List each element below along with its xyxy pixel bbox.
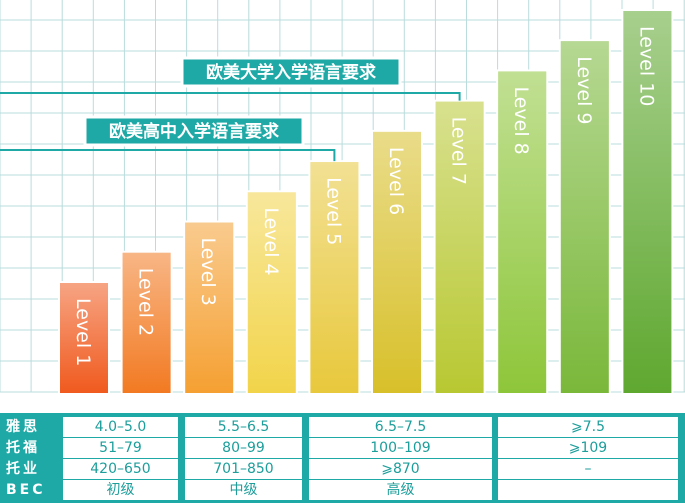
table-cell: 初级 — [63, 480, 178, 500]
annotation-box-1 — [180, 56, 402, 88]
bar-shine-9 — [560, 41, 609, 393]
table-row: 托业 420–650 701–850 ⩾870– — [0, 459, 685, 479]
bar-shine-1 — [60, 283, 108, 393]
table-cell: 中级 — [185, 480, 302, 500]
table-cell: ⩾870 — [309, 459, 492, 479]
annotation-leader-1 — [0, 92, 461, 101]
table-row: 雅思 4.0–5.0 5.5–6.5 6.5–7.5 ⩾7.5 — [0, 417, 685, 437]
table-cell: 701–850 — [185, 459, 302, 479]
table-cell: 80–99 — [185, 438, 302, 458]
annotation-label-2: 欧美高中入学语言要求 — [109, 121, 279, 142]
bar-shine-5 — [310, 162, 359, 393]
row-header: 雅思 — [6, 419, 40, 435]
row-header: 托业 — [6, 461, 40, 477]
annotation-leader-2 — [0, 149, 336, 162]
table-cell: – — [498, 459, 678, 479]
bar-shine-10 — [623, 11, 672, 393]
row-header: BEC — [6, 482, 46, 498]
bar-shine-3 — [185, 222, 234, 393]
table-cell: 5.5–6.5 — [185, 417, 302, 437]
table-cell: 高级 — [309, 480, 492, 500]
table-cell: 420–650 — [63, 459, 178, 479]
bar-label-level-8: Level 8 — [510, 86, 532, 154]
level-chart: Level 1 Level 2 Level 3 Level 4 Level 5 Level… — [0, 0, 685, 396]
bar-label-level-10: Level 10 — [635, 26, 657, 106]
bar-label-level-5: Level 5 — [322, 177, 344, 245]
table-cell: ⩾109 — [498, 438, 678, 458]
bar-shine-6 — [373, 131, 421, 393]
bar-shine-4 — [247, 192, 296, 393]
bar-label-level-6: Level 6 — [385, 147, 407, 215]
chart-bars: Level 1 Level 2 Level 3 Level 4 Level 5 Level… — [58, 9, 674, 396]
bar-label-level-7: Level 7 — [448, 117, 470, 185]
table-cell: 51–79 — [63, 438, 178, 458]
score-table: 雅思 4.0–5.0 5.5–6.5 6.5–7.5 ⩾7.5 托福 51–79 80–99 1… — [0, 413, 685, 503]
bar-label-level-1: Level 1 — [72, 298, 94, 366]
table-cell: 6.5–7.5 — [309, 417, 492, 437]
table-row: 托福 51–79 80–99 100–109 ⩾109 — [0, 438, 685, 458]
annotation-box-2 — [83, 115, 305, 147]
bar-shine-7 — [435, 101, 484, 394]
bar-label-level-4: Level 4 — [260, 207, 282, 275]
bar-label-level-9: Level 9 — [573, 56, 595, 124]
table-cell — [498, 480, 678, 500]
table-cell: ⩾7.5 — [498, 417, 678, 437]
table-cell: 4.0–5.0 — [63, 417, 178, 437]
bar-label-level-3: Level 3 — [197, 238, 219, 306]
table-row: BEC 初级 中级 高级 — [0, 480, 685, 500]
bar-label-level-2: Level 2 — [135, 268, 157, 336]
bar-shine-2 — [122, 252, 171, 393]
annotation-label-1: 欧美大学入学语言要求 — [206, 62, 376, 83]
table-cell: 100–109 — [309, 438, 492, 458]
row-header: 托福 — [6, 440, 40, 456]
bar-shine-8 — [498, 71, 547, 393]
